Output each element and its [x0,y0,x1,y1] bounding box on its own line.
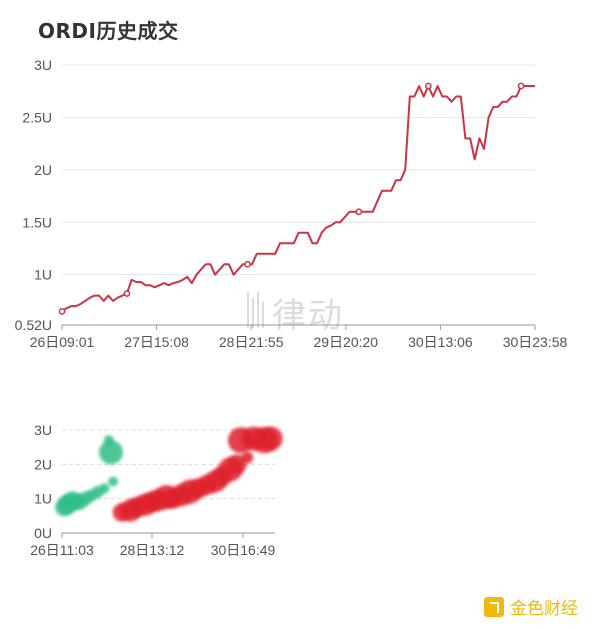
chart-title: ORDI历史成交 [38,19,179,43]
bubble-point [241,451,254,464]
y-tick-label: 1U [34,267,52,283]
x-tick-label: 26日11:03 [30,542,94,558]
y-tick-label: 0.52U [15,317,52,333]
data-point-marker [424,82,432,90]
y-tick-label: 1.5U [22,214,52,230]
x-tick-label: 30日23:58 [503,334,568,350]
brand-logo: 金色财经 [484,594,578,619]
data-point-marker [58,308,66,315]
bubble-point [99,483,110,494]
brand-name: 金色财经 [510,599,578,619]
x-tick-label: 26日09:01 [30,334,95,350]
price-line [61,85,535,313]
y-tick-label: 2U [34,456,52,472]
data-point-marker [244,260,251,268]
y-tick-label: 3U [34,422,52,438]
bubble-point [108,476,119,487]
x-tick-label: 28日21:55 [219,334,284,350]
bubble-point [98,440,123,465]
y-tick-label: 3U [34,57,52,73]
data-point-marker [123,290,131,297]
bubble-point [258,426,283,451]
x-tick-label: 29日20:20 [313,334,378,350]
x-tick-label: 30日13:06 [408,334,473,350]
watermark-text: 律动 [272,296,344,336]
line-chart: 0.52U 1U 1.5U 2U 2.5U 3U 26日09:01 27日15:08 28日21… [15,57,568,350]
x-tick-label: 30日16:49 [211,542,276,558]
data-point-marker [517,82,525,90]
data-point-marker [355,208,363,216]
bubble-point [103,435,114,446]
y-tick-label: 0U [34,525,52,541]
watermark-logo-icon [247,292,264,328]
y-tick-label: 2U [34,162,52,178]
y-tick-label: 1U [34,491,52,507]
x-tick-label: 27日15:08 [124,334,189,350]
brand-icon [484,596,504,617]
y-tick-label: 2.5U [22,109,52,125]
x-tick-label: 28日13:12 [120,542,185,558]
